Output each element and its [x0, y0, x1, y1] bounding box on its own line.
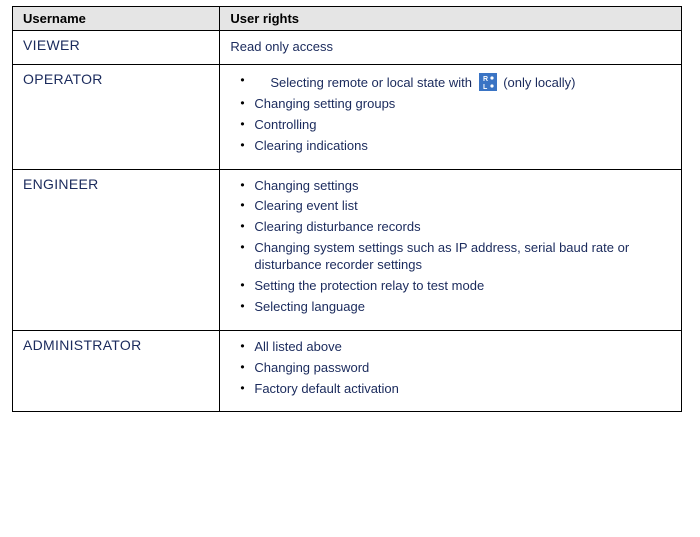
table-row: VIEWER Read only access — [13, 31, 682, 65]
rights-text: Read only access — [230, 37, 673, 54]
list-item: Changing settings — [254, 178, 673, 195]
user-rights-table: Username User rights VIEWER Read only ac… — [12, 6, 682, 412]
list-item: Selecting remote or local state with R L… — [254, 73, 673, 92]
table-row: ADMINISTRATOR All listed above Changing … — [13, 330, 682, 412]
rights-text: Controlling — [254, 117, 316, 132]
table-row: OPERATOR Selecting remote or local state… — [13, 65, 682, 170]
list-item: Setting the protection relay to test mod… — [254, 278, 673, 295]
rights-text: Clearing disturbance records — [254, 219, 420, 234]
list-item: Factory default activation — [254, 381, 673, 398]
rights-text: (only locally) — [503, 75, 575, 90]
svg-text:R: R — [483, 76, 488, 83]
col-header-username: Username — [13, 7, 220, 31]
rights-list: All listed above Changing password Facto… — [230, 339, 673, 398]
rights-text: Selecting remote or local state with — [270, 75, 475, 90]
table-row: ENGINEER Changing settings Clearing even… — [13, 169, 682, 330]
rights-cell: All listed above Changing password Facto… — [220, 330, 682, 412]
rights-cell: Changing settings Clearing event list Cl… — [220, 169, 682, 330]
rights-cell: Read only access — [220, 31, 682, 65]
table-header-row: Username User rights — [13, 7, 682, 31]
rights-text: Changing settings — [254, 178, 358, 193]
rights-list: Selecting remote or local state with R L… — [230, 73, 673, 155]
rights-text: Factory default activation — [254, 381, 399, 396]
username-cell: OPERATOR — [13, 65, 220, 170]
svg-text:L: L — [483, 84, 488, 91]
remote-local-icon: R L — [479, 73, 497, 91]
list-item: Clearing indications — [254, 138, 673, 155]
rights-text: All listed above — [254, 339, 341, 354]
list-item: Changing system settings such as IP addr… — [254, 240, 673, 274]
rights-text: Changing system settings such as IP addr… — [254, 240, 629, 272]
rights-text: Clearing event list — [254, 198, 357, 213]
list-item: Clearing disturbance records — [254, 219, 673, 236]
rights-text: Changing setting groups — [254, 96, 395, 111]
rights-text: Changing password — [254, 360, 369, 375]
list-item: Controlling — [254, 117, 673, 134]
list-item: All listed above — [254, 339, 673, 356]
rights-text: Clearing indications — [254, 138, 367, 153]
username-cell: ADMINISTRATOR — [13, 330, 220, 412]
rights-text: Setting the protection relay to test mod… — [254, 278, 484, 293]
list-item: Changing setting groups — [254, 96, 673, 113]
list-item: Changing password — [254, 360, 673, 377]
col-header-rights: User rights — [220, 7, 682, 31]
username-cell: ENGINEER — [13, 169, 220, 330]
rights-list: Changing settings Clearing event list Cl… — [230, 178, 673, 316]
rights-text: Selecting language — [254, 299, 365, 314]
username-cell: VIEWER — [13, 31, 220, 65]
list-item: Selecting language — [254, 299, 673, 316]
rights-cell: Selecting remote or local state with R L… — [220, 65, 682, 170]
list-item: Clearing event list — [254, 198, 673, 215]
